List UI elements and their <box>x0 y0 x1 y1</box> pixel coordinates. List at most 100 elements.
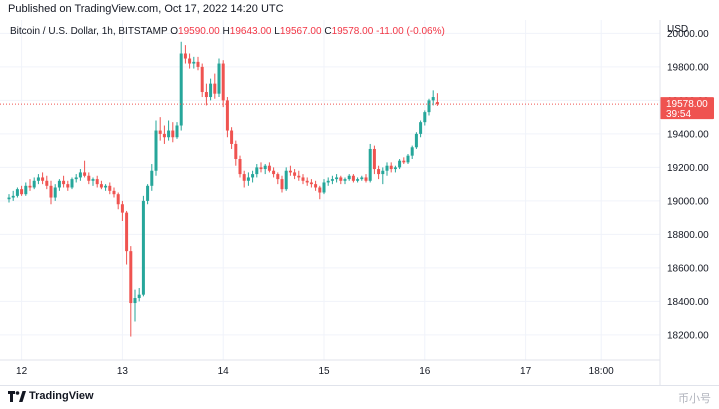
candle-body <box>423 112 427 123</box>
time-tick-label: 13 <box>117 366 129 377</box>
candle-body <box>78 172 82 178</box>
candle-body <box>255 167 259 175</box>
candle-body <box>221 63 225 101</box>
price-tick-label: 18200.00 <box>667 330 709 341</box>
candle-body <box>305 180 309 183</box>
candle-body <box>339 177 343 181</box>
candlestick-chart[interactable]: USD 18200.00 18400.00 18600.00 18800.00 1900… <box>0 20 719 385</box>
candle-body <box>20 189 24 195</box>
candle-body <box>133 298 137 304</box>
candle-body <box>267 165 271 171</box>
candle-body <box>183 53 187 59</box>
candle-body <box>435 102 439 105</box>
price-tick-label: 18800.00 <box>667 230 709 241</box>
price-tick-label: 18600.00 <box>667 263 709 274</box>
candle-body <box>120 204 124 213</box>
time-tick-label: 15 <box>318 366 330 377</box>
candle-body <box>179 53 183 126</box>
price-tick-label: 19400.00 <box>667 129 709 140</box>
candle-body <box>381 170 385 175</box>
legend-close: 19578.00 <box>331 26 374 37</box>
candle-body <box>238 159 242 175</box>
candle-body <box>393 167 397 170</box>
candle-body <box>129 251 133 304</box>
candle-body <box>28 185 32 188</box>
candle-body <box>402 160 406 163</box>
candle-body <box>293 172 297 176</box>
candle-body <box>368 148 372 181</box>
candle-body <box>360 177 364 180</box>
time-tick-label: 12 <box>16 366 28 377</box>
candle-body <box>351 175 355 181</box>
last-price-tag: 19578.00 39:54 <box>660 97 714 120</box>
price-tick-label: 19800.00 <box>667 62 709 73</box>
candle-body <box>112 190 116 195</box>
candle-body <box>11 195 15 198</box>
candle-body <box>398 160 402 168</box>
legend-close-label: C <box>324 26 332 37</box>
candle-body <box>427 100 431 113</box>
price-axis-unit: USD <box>667 24 688 35</box>
candle-body <box>87 175 91 181</box>
candle-body <box>141 200 145 295</box>
price-tick-label: 19200.00 <box>667 163 709 174</box>
candle-body <box>62 180 66 185</box>
candle-body <box>410 147 414 156</box>
legend-low-label: L <box>274 26 280 37</box>
candle-body <box>104 185 108 188</box>
candle-body <box>284 170 288 190</box>
candle-body <box>24 185 28 195</box>
candle-body <box>234 143 238 160</box>
candle-body <box>301 177 305 181</box>
candle-body <box>36 177 40 181</box>
candle-body <box>95 179 99 185</box>
candle-body <box>246 177 250 181</box>
candle-body <box>330 179 334 181</box>
watermark: 币小号 <box>678 393 711 405</box>
candle-body <box>343 179 347 181</box>
time-tick-label: 14 <box>218 366 230 377</box>
time-tick-label: 18:00 <box>589 366 614 377</box>
candle-body <box>230 130 234 144</box>
candle-body <box>192 61 196 64</box>
legend-high: 19643.00 <box>229 26 272 37</box>
candle-body <box>356 179 360 181</box>
candle-body <box>57 180 61 188</box>
time-axis[interactable]: 12 13 14 15 16 17 18:00 <box>16 366 614 377</box>
candle-body <box>137 294 141 299</box>
candle-body <box>297 175 301 178</box>
candle-body <box>204 92 208 98</box>
time-tick-label: 17 <box>520 366 532 377</box>
candle-body <box>372 148 376 170</box>
candle-body <box>99 184 103 188</box>
candle-body <box>406 155 410 163</box>
candle-body <box>318 187 322 193</box>
legend-open: 19590.00 <box>178 26 220 37</box>
candle-body <box>74 177 78 180</box>
price-tick-label: 19000.00 <box>667 196 709 207</box>
tradingview-logo[interactable]: TradingView <box>8 390 94 402</box>
tradingview-logo-icon <box>8 390 26 402</box>
candle-body <box>288 170 292 173</box>
candle-body <box>389 165 393 170</box>
candle-body <box>225 100 229 131</box>
candle-body <box>146 185 150 201</box>
tradingview-logo-text: TradingView <box>29 390 94 402</box>
candle-body <box>209 83 213 98</box>
candle-body <box>175 125 179 138</box>
candle-body <box>419 122 423 134</box>
candle-body <box>158 130 162 134</box>
price-tick-label: 18400.00 <box>667 297 709 308</box>
candle-body <box>162 133 166 138</box>
price-tag-bg <box>660 97 714 120</box>
candle-body <box>171 130 175 138</box>
candle-body <box>259 167 263 170</box>
candle-body <box>322 182 326 193</box>
candle-body <box>272 170 276 175</box>
candle-body <box>15 189 19 196</box>
chart-area[interactable]: USD 18200.00 18400.00 18600.00 18800.00 1900… <box>0 20 719 385</box>
candle-body <box>188 58 192 64</box>
candles <box>7 41 439 337</box>
candle-body <box>276 174 280 180</box>
candle-body <box>431 97 435 101</box>
